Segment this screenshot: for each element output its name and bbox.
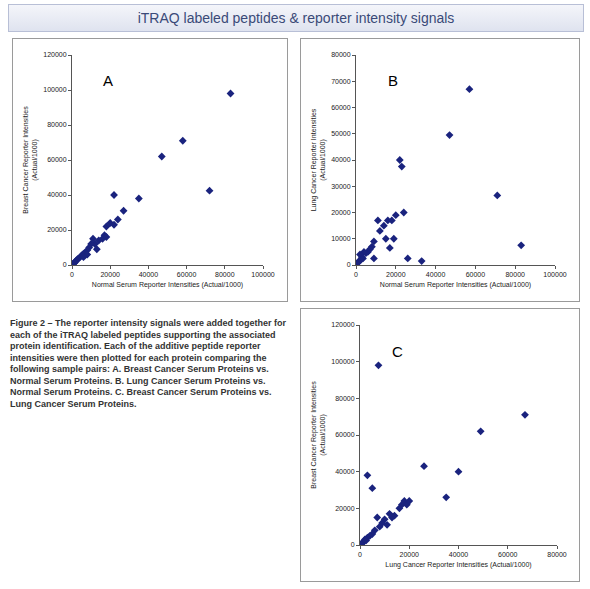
svg-text:70000: 70000: [331, 78, 351, 85]
svg-text:40000: 40000: [335, 468, 355, 475]
svg-text:60000: 60000: [47, 156, 67, 163]
svg-text:100000: 100000: [331, 358, 354, 365]
svg-text:20000: 20000: [400, 551, 420, 558]
html-text:iTRAQ labeled peptides & repor: iTRAQ labeled peptides & reporter intens…: [137, 10, 455, 26]
svg-text:30000: 30000: [331, 183, 351, 190]
svg-text:20000: 20000: [331, 209, 351, 216]
svg-text:0: 0: [347, 261, 351, 268]
svg-text:40000: 40000: [47, 191, 67, 198]
svg-text:100000: 100000: [43, 86, 66, 93]
svg-text:20000: 20000: [47, 226, 67, 233]
svg-text:20000: 20000: [335, 505, 355, 512]
svg-text:0: 0: [354, 271, 358, 278]
svg-text:Breast Cancer Reporter Intensi: Breast Cancer Reporter Intensities(Actua…: [310, 381, 327, 489]
svg-text:10000: 10000: [331, 235, 351, 242]
svg-text:Lung Cancer Reporter Intensiti: Lung Cancer Reporter Intensities(Actual/…: [310, 108, 327, 211]
svg-text:100000: 100000: [543, 271, 566, 278]
svg-text:60000: 60000: [498, 551, 518, 558]
svg-text:Normal Serum Reporter Intensit: Normal Serum Reporter Intensities (Actua…: [92, 281, 243, 289]
svg-text:Lung Cancer Reporter Intensiti: Lung Cancer Reporter Intensities (Actual…: [385, 561, 531, 569]
svg-text:20000: 20000: [386, 271, 406, 278]
svg-text:80000: 80000: [331, 51, 351, 58]
svg-text:0: 0: [70, 271, 74, 278]
svg-text:80000: 80000: [335, 395, 355, 402]
svg-text:B: B: [388, 72, 398, 89]
svg-text:A: A: [103, 72, 113, 89]
svg-text:80000: 80000: [47, 121, 67, 128]
svg-text:0: 0: [351, 541, 355, 548]
svg-text:40000: 40000: [331, 156, 351, 163]
svg-text:60000: 60000: [177, 271, 197, 278]
svg-text:Normal Serum Reporter Intensit: Normal Serum Reporter Intensities (Actua…: [380, 281, 531, 289]
html-text:Figure 2 – The reporter intens: Figure 2 – The reporter intensity signal…: [10, 318, 287, 409]
svg-text:120000: 120000: [331, 321, 354, 328]
svg-text:C: C: [392, 343, 403, 360]
svg-text:80000: 80000: [215, 271, 235, 278]
svg-text:60000: 60000: [466, 271, 486, 278]
svg-text:50000: 50000: [331, 130, 351, 137]
svg-text:80000: 80000: [547, 551, 567, 558]
svg-text:100000: 100000: [251, 271, 274, 278]
svg-text:60000: 60000: [331, 104, 351, 111]
svg-text:120000: 120000: [43, 51, 66, 58]
svg-text:0: 0: [63, 261, 67, 268]
svg-text:0: 0: [358, 551, 362, 558]
svg-text:80000: 80000: [505, 271, 525, 278]
svg-text:40000: 40000: [449, 551, 469, 558]
svg-text:40000: 40000: [139, 271, 159, 278]
svg-text:Breast Cancer Reporter Intensi: Breast Cancer Reporter Intensities(Actua…: [22, 106, 39, 214]
svg-text:40000: 40000: [426, 271, 446, 278]
svg-text:60000: 60000: [335, 431, 355, 438]
svg-text:20000: 20000: [100, 271, 120, 278]
